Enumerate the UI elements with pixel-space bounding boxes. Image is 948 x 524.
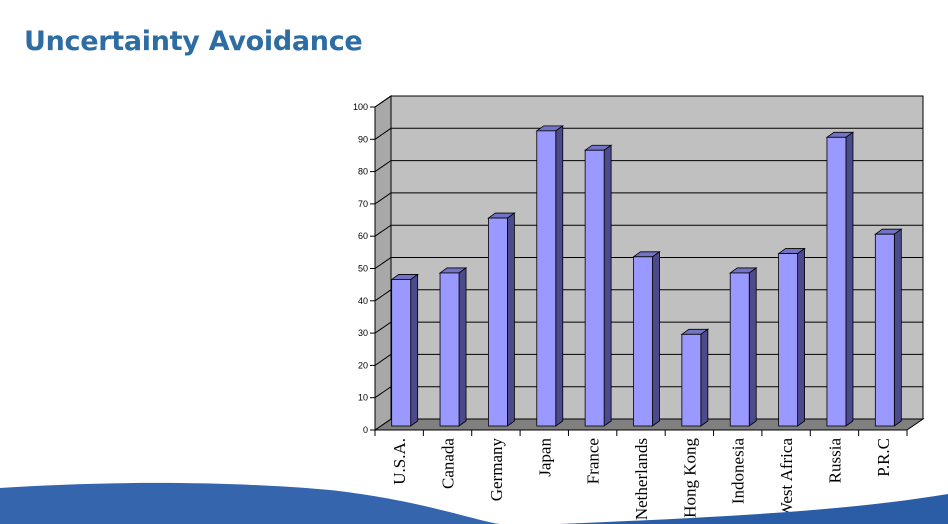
bar-front	[439, 272, 460, 427]
bar-front	[729, 272, 750, 427]
y-tick-label: 40	[358, 296, 368, 306]
y-tick-label: 20	[358, 360, 368, 370]
x-category-label: Netherlands	[632, 438, 651, 520]
bar-front	[826, 136, 847, 427]
bar-side	[555, 125, 564, 427]
bar-side	[458, 267, 467, 427]
y-tick-label: 60	[358, 231, 368, 241]
bar-front	[874, 233, 895, 427]
x-category-label: Hong Kong	[680, 438, 699, 518]
x-category-label: U.S.A.	[390, 438, 409, 485]
x-category-label: Indonesia	[729, 438, 748, 505]
bar	[632, 251, 661, 427]
bar-front	[584, 149, 605, 427]
x-category-label: Germany	[487, 438, 506, 502]
bar-side	[845, 131, 854, 427]
gridline	[374, 160, 923, 173]
x-category-label: Russia	[825, 438, 844, 484]
gridline	[374, 95, 923, 108]
bar-front	[488, 217, 508, 427]
bar	[583, 144, 613, 427]
bar-side	[797, 247, 805, 427]
y-tick-label: 80	[358, 167, 368, 177]
x-axis: U.S.A. Canada Germany Japan France Netherland…	[374, 429, 908, 520]
bar	[438, 267, 468, 427]
slide-title: Uncertainty Avoidance	[24, 26, 363, 57]
y-tick-label: 50	[358, 264, 368, 274]
bar-side	[410, 273, 419, 427]
decorative-swoosh	[0, 482, 948, 524]
bar	[535, 125, 565, 427]
bar	[680, 328, 710, 427]
x-category-label: France	[584, 438, 603, 484]
bar-front	[633, 256, 653, 427]
y-axis: 0 10 20 30 40 50 60 70 80 90 100	[353, 102, 376, 435]
bar-side	[700, 328, 709, 427]
bar	[390, 273, 419, 427]
y-tick-label: 100	[353, 102, 368, 112]
x-category-label: P.R.C	[874, 438, 893, 477]
y-tick-label: 90	[358, 134, 368, 144]
bar	[777, 247, 806, 427]
x-category-label: Japan	[535, 438, 554, 477]
gridline	[374, 192, 923, 205]
y-tick-label: 0	[363, 425, 368, 435]
bar-side	[893, 228, 902, 427]
gridline	[374, 127, 923, 140]
bar-side	[652, 251, 660, 427]
bar	[825, 131, 855, 427]
x-category-label: Canada	[439, 438, 458, 489]
gridline	[374, 257, 923, 269]
bars	[390, 125, 903, 427]
bar-front	[778, 253, 798, 427]
bar-front	[681, 333, 702, 427]
bar-side	[748, 267, 757, 427]
bar-side	[603, 144, 612, 427]
bar	[487, 212, 516, 427]
bar-front	[536, 130, 557, 427]
gridline	[374, 224, 923, 237]
bar-front	[391, 279, 412, 427]
bar	[874, 228, 903, 427]
y-tick-label: 10	[358, 393, 368, 403]
x-category-label: West Africa	[777, 438, 796, 519]
bar-side	[507, 212, 515, 427]
y-tick-label: 70	[358, 199, 368, 209]
y-tick-label: 30	[358, 328, 368, 338]
bar	[728, 267, 758, 427]
